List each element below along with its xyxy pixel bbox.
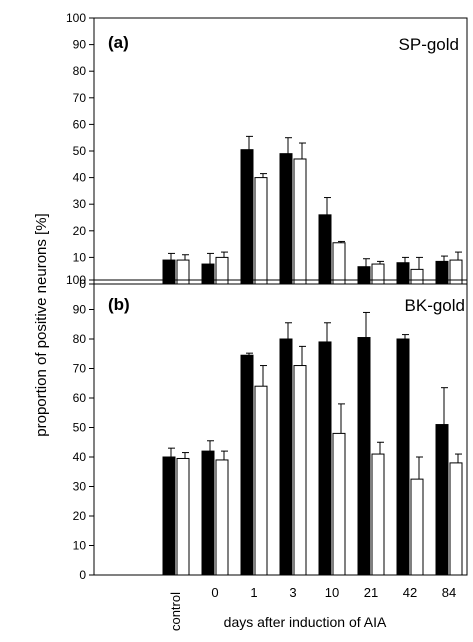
panel-b-bar-open <box>410 478 424 576</box>
panel-a-title: SP-gold <box>399 35 459 54</box>
x-axis-tick-labels: control 0 1 3 10 21 42 84 <box>168 585 456 631</box>
panel-b-y-tick-label: 90 <box>73 303 87 317</box>
panel-a-bar-open <box>449 259 463 285</box>
panel-a-marks: 0 10 20 30 40 50 60 70 80 90 100 <box>66 11 468 291</box>
x-tick-label: 10 <box>325 585 339 600</box>
panel-a-bar-filled <box>279 153 293 285</box>
panel-b-marks: 0 10 20 30 40 50 60 70 80 90 100 <box>66 273 468 582</box>
panel-a-bar-open <box>332 242 346 285</box>
x-tick-label: control <box>168 592 183 631</box>
panel-a-y-tick-label: 90 <box>73 38 87 52</box>
panel-a-bar-filled <box>435 260 449 285</box>
panel-a-y-tick-label: 60 <box>73 117 87 131</box>
panel-b: (b) BK-gold 0 10 20 30 40 50 60 70 80 90 100 <box>66 273 468 582</box>
panel-b-y-tick-label: 10 <box>73 539 87 553</box>
panel-a-bar-open <box>176 259 190 285</box>
panel-a-bar-filled <box>396 262 410 285</box>
panel-b-y-tick-label: 0 <box>79 568 86 582</box>
panel-b-bar-open <box>371 453 385 576</box>
panel-a-y-tick-label: 70 <box>73 91 87 105</box>
panel-a-y-tick-label: 30 <box>73 197 87 211</box>
panel-b-bar-filled <box>201 450 215 576</box>
panel-b-bar-open <box>215 459 229 576</box>
panel-a-bar-filled <box>357 266 371 285</box>
panel-b-y-tick-label: 70 <box>73 362 87 376</box>
panel-b-y-tick-label: 100 <box>66 273 86 287</box>
panel-a-bar-filled <box>162 259 176 285</box>
panel-b-bar-open <box>176 457 190 576</box>
panel-b-bar-filled <box>396 338 410 576</box>
panel-a-bar-open <box>293 158 307 285</box>
panel-b-y-tick-label: 30 <box>73 480 87 494</box>
panel-b-bar-open <box>293 365 307 576</box>
panel-b-y-tick-label: 80 <box>73 332 87 346</box>
y-axis-label: proportion of positive neurons [%] <box>33 213 50 436</box>
panel-b-bar-filled <box>162 456 176 576</box>
panel-a-y-tick-label: 100 <box>66 11 86 25</box>
panel-a-y-tick-label: 50 <box>73 144 87 158</box>
panel-a-bar-filled <box>201 263 215 285</box>
panel-a-y-tick-label: 40 <box>73 171 87 185</box>
panel-b-bar-filled <box>435 424 449 576</box>
panel-a-bar-open <box>371 263 385 285</box>
panel-b-bar-filled <box>357 337 371 576</box>
panel-a-bar-open <box>410 268 424 285</box>
panel-a-y-tick-label: 10 <box>73 250 87 264</box>
x-tick-label: 1 <box>250 585 257 600</box>
panel-a-y-tick-label: 20 <box>73 224 87 238</box>
panel-b-bar-open <box>449 462 463 576</box>
panel-b-y-tick-label: 50 <box>73 421 87 435</box>
x-tick-label: 21 <box>364 585 378 600</box>
panel-b-bar-open <box>254 385 268 576</box>
panel-a: (a) SP-gold 0 10 20 30 40 50 60 70 80 90 100 <box>66 11 468 291</box>
panel-b-label: (b) <box>108 295 130 314</box>
panel-b-title: BK-gold <box>405 296 465 315</box>
x-tick-label: 3 <box>289 585 296 600</box>
panel-b-bar-open <box>332 432 346 576</box>
panel-b-y-tick-label: 40 <box>73 450 87 464</box>
panel-a-bar-open <box>254 177 268 285</box>
panel-a-y-tick-label: 80 <box>73 64 87 78</box>
panel-a-bar-open <box>215 256 229 285</box>
x-tick-label: 0 <box>211 585 218 600</box>
x-axis-label: days after induction of AIA <box>224 614 387 630</box>
panel-b-y-tick-label: 60 <box>73 391 87 405</box>
x-tick-label: 42 <box>403 585 417 600</box>
panel-a-label: (a) <box>108 33 129 52</box>
panel-a-bar-filled <box>318 214 332 285</box>
x-tick-label: 84 <box>442 585 456 600</box>
panel-b-bar-filled <box>279 338 293 576</box>
panel-a-bar-filled <box>240 149 254 285</box>
panel-b-bar-filled <box>318 341 332 576</box>
panel-b-bar-filled <box>240 354 254 576</box>
panel-a-y-tick-label: 0 <box>79 277 86 291</box>
panel-b-y-tick-label: 20 <box>73 509 87 523</box>
